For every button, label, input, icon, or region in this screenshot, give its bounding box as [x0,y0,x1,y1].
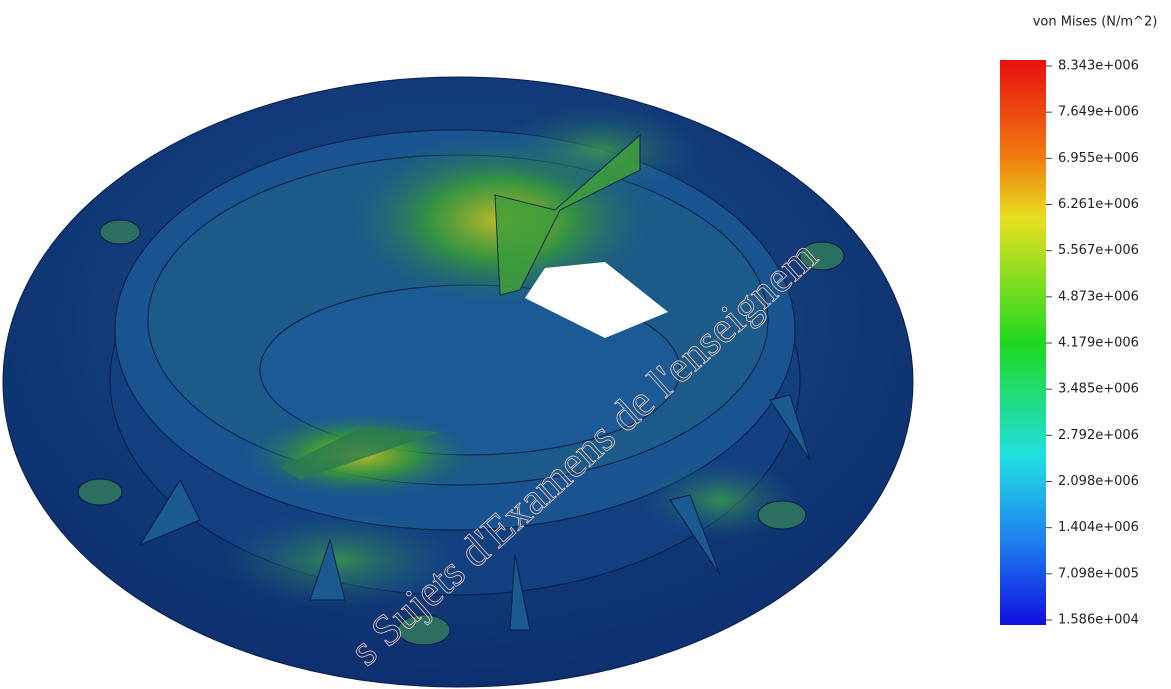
legend-label: 2.792e+006 [1058,428,1139,443]
legend-label: 6.955e+006 [1058,151,1139,166]
legend-label: 7.649e+006 [1058,105,1139,120]
stress-zone [500,105,700,195]
part [2,76,914,688]
legend-label: 3.485e+006 [1058,382,1139,397]
legend-label: 5.567e+006 [1058,243,1139,258]
legend-label: 2.098e+006 [1058,474,1139,489]
legend-label: 4.179e+006 [1058,336,1139,351]
legend-title: von Mises (N/m^2) [1033,15,1158,30]
legend-label: 8.343e+006 [1058,59,1139,74]
legend-label: 6.261e+006 [1058,197,1139,212]
bolt-holes [77,219,845,646]
legend-label: 7.098e+005 [1058,566,1139,581]
stress-zone [220,510,460,610]
vane [494,133,641,296]
ribs [138,394,811,631]
legend-label: 1.586e+004 [1058,613,1139,628]
legend-labels: 8.343e+006 7.649e+006 6.955e+006 6.261e+006… [1046,59,1139,628]
legend-label: 4.873e+006 [1058,289,1139,304]
vane-edge [280,428,440,480]
opening [525,262,668,338]
legend-label: 1.404e+006 [1058,520,1139,535]
colorbar [1000,60,1046,625]
